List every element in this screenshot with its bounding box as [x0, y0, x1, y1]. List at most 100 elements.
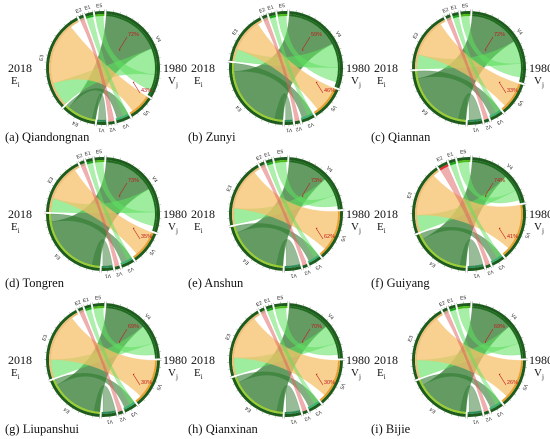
segment-label: V4: [150, 175, 159, 184]
ring-tick: [518, 242, 520, 244]
segment-label: V5: [523, 231, 531, 239]
ring-tick: [413, 47, 416, 49]
ring-tick: [335, 387, 338, 389]
ring-tick: [447, 305, 449, 307]
ring-tick: [51, 185, 54, 187]
segment-label: V1: [472, 418, 479, 425]
ring-tick: [55, 179, 58, 181]
segment-outer-ring: [416, 380, 466, 417]
segment-label: E5: [462, 3, 469, 9]
segment-color-band: [460, 14, 471, 17]
ring-tick: [78, 411, 80, 414]
annotation-arrowhead: [499, 81, 501, 84]
ring-tick: [498, 262, 500, 265]
segment-label: V4: [325, 165, 334, 174]
ring-tick: [426, 399, 428, 401]
segment-outer-ring: [472, 157, 525, 203]
segment-outer-ring: [412, 17, 445, 70]
ring-tick: [322, 403, 324, 405]
ring-tick: [264, 305, 266, 307]
segment-color-band: [307, 400, 320, 410]
segment-color-band: [79, 309, 85, 314]
ring-tick: [419, 327, 422, 329]
segment-outer-ring: [94, 11, 105, 15]
ring-tick: [417, 241, 420, 243]
ring-tick: [256, 263, 258, 265]
segment-outer-ring: [448, 304, 456, 310]
segment-color-band: [117, 408, 123, 412]
segment-label: E4: [421, 107, 430, 116]
ring-tick: [152, 184, 154, 186]
ring-tick: [325, 25, 327, 27]
panel-caption: (b) Zunyi: [188, 130, 236, 144]
segment-label: E1: [450, 4, 458, 11]
segment-label: E3: [231, 28, 240, 37]
segment-color-band: [107, 118, 115, 122]
ring-tick: [54, 326, 57, 328]
segment-outer-ring: [308, 402, 322, 412]
ring-tick: [425, 28, 427, 31]
segment-label: E3: [39, 54, 46, 61]
ring-tick: [67, 259, 69, 262]
ring-tick: [320, 167, 322, 169]
ring-tick: [334, 182, 336, 184]
segment-color-band: [415, 70, 466, 122]
ring-tick: [315, 310, 317, 312]
ring-tick: [137, 113, 139, 115]
ring-tick: [314, 117, 316, 119]
ring-tick: [123, 121, 125, 123]
right-year-label: 1980: [346, 61, 370, 75]
ring-tick: [508, 25, 510, 28]
left-symbol: Ei: [377, 76, 386, 91]
segment-label: V3: [129, 410, 137, 418]
segment-label: E4: [244, 405, 253, 414]
segment-label: E2: [442, 7, 450, 15]
segment-outer-ring: [483, 410, 490, 415]
ring-tick: [335, 96, 337, 98]
ring-tick: [517, 182, 519, 184]
ring-tick: [339, 48, 342, 50]
panel: V4 V5 V3 V2 V1 E4 E3 E2 E1 E5 73% 62% 2018 1980 Ei Vj (e…: [188, 146, 371, 292]
ring-tick: [65, 169, 67, 171]
segment-outer-ring: [96, 121, 107, 125]
segment-outer-ring: [114, 265, 121, 270]
ring-tick: [148, 394, 150, 396]
segment-outer-ring: [302, 409, 308, 415]
ring-tick: [78, 160, 80, 163]
segment-outer-ring: [94, 157, 105, 161]
left-symbol-subscript: i: [17, 373, 20, 382]
flow-ribbon: [274, 93, 293, 121]
right-symbol-letter: V: [534, 367, 542, 379]
ring-tick: [75, 308, 77, 310]
ring-tick: [235, 183, 238, 185]
ring-tick: [338, 90, 341, 92]
ring-tick: [260, 14, 262, 17]
ring-tick: [250, 259, 253, 262]
segment-label: V3: [126, 265, 134, 273]
left-year-label: 2018: [374, 353, 398, 367]
ring-tick: [65, 404, 67, 406]
ring-tick: [498, 310, 500, 312]
right-symbol-subscript: j: [358, 373, 361, 382]
segment-label: E2: [75, 7, 83, 15]
segment-outer-ring: [412, 310, 442, 380]
annotation-arrow: [484, 328, 494, 343]
right-symbol: Vj: [534, 76, 544, 91]
ring-tick: [83, 304, 85, 307]
segment-outer-ring: [84, 304, 92, 310]
annotation-arrowhead: [119, 195, 121, 198]
annotation-arrowhead: [316, 227, 318, 230]
ring-tick: [232, 334, 235, 336]
annotation-percent: 73%: [128, 178, 139, 184]
segment-label: V2: [484, 123, 492, 131]
annotation-arrowhead: [499, 373, 501, 376]
ring-tick: [337, 42, 339, 44]
segment-color-band: [313, 88, 336, 114]
annotation-arrowhead: [316, 373, 318, 376]
flow-ribbon: [80, 19, 115, 120]
segment-outer-ring: [229, 310, 259, 377]
ring-tick: [441, 162, 443, 164]
left-symbol-letter: E: [377, 367, 384, 379]
segment-outer-ring: [301, 114, 315, 123]
segment-color-band: [123, 401, 136, 410]
